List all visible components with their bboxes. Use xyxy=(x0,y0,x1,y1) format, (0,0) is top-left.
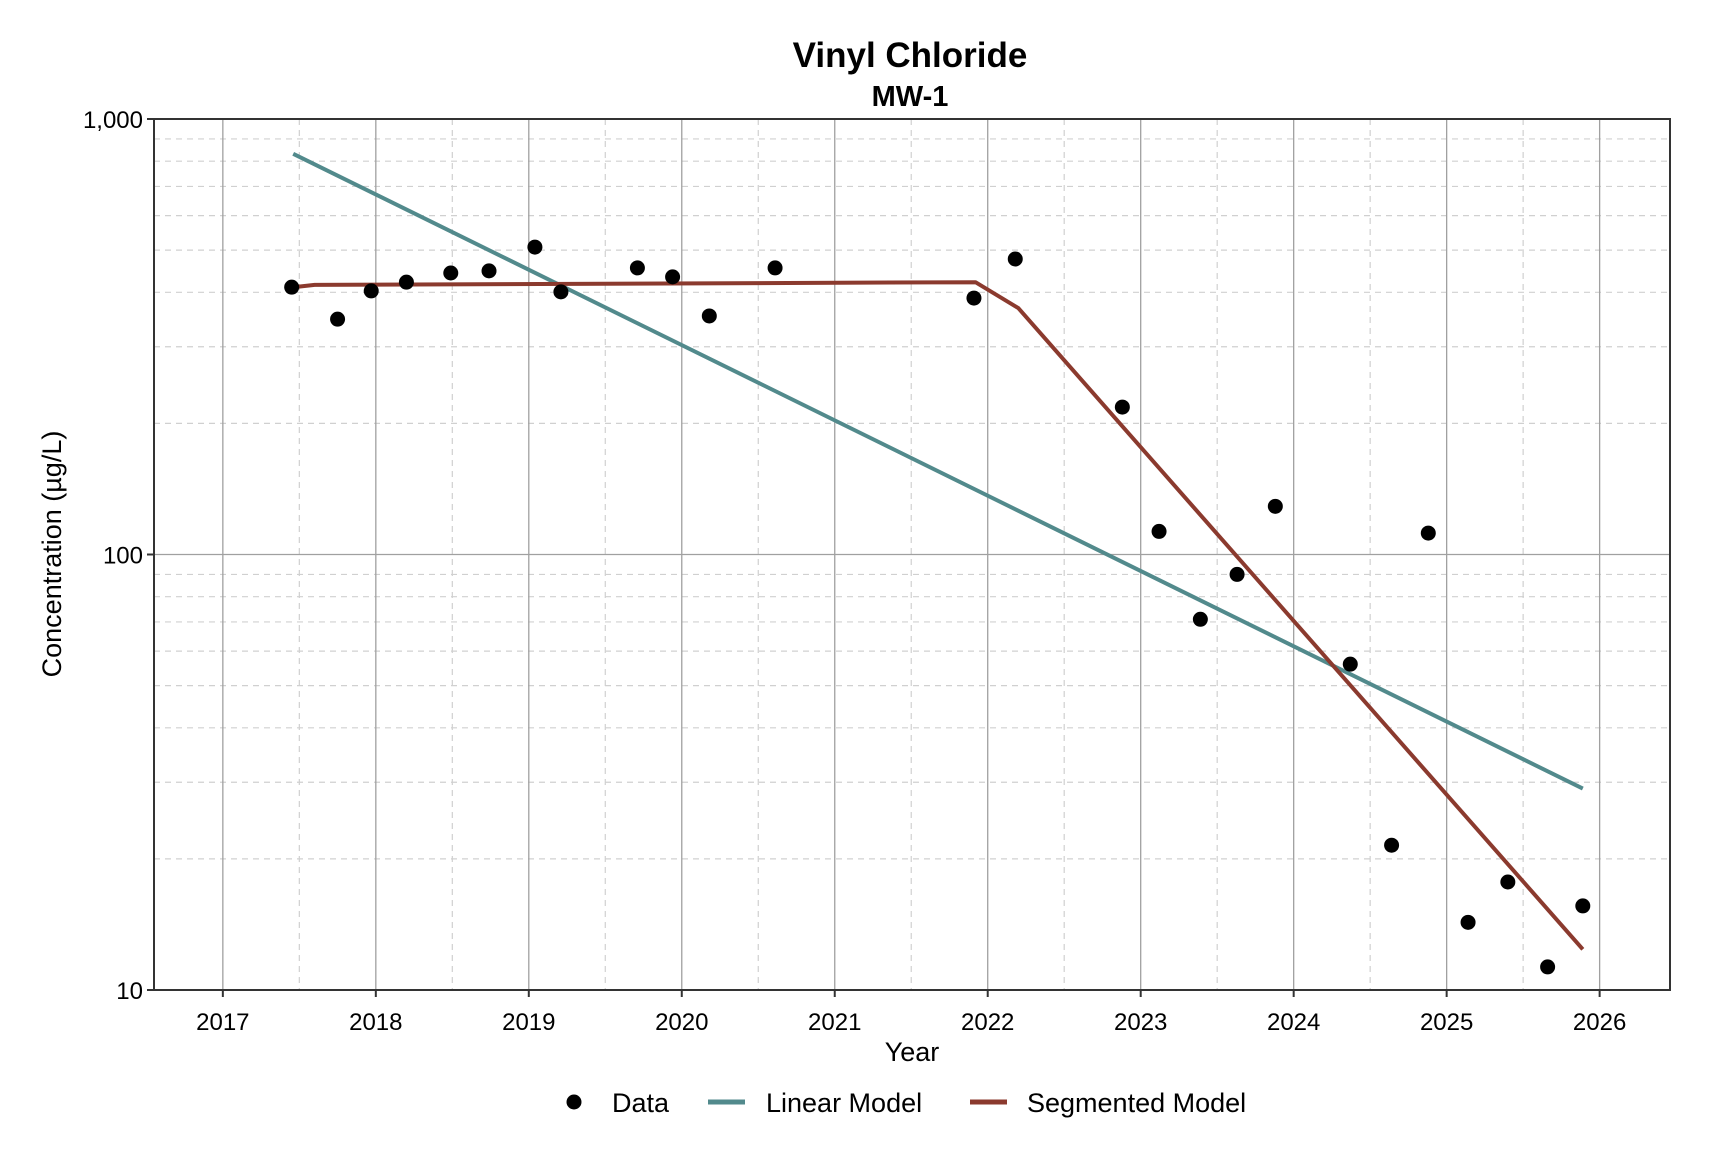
data-point xyxy=(966,290,982,306)
x-tick-label: 2019 xyxy=(502,1009,555,1036)
x-axis-title: Year xyxy=(885,1037,940,1067)
y-axis-title: Concentration (µg/L) xyxy=(37,431,67,678)
x-tick-label: 2020 xyxy=(655,1009,708,1036)
data-point xyxy=(330,311,346,327)
data-point xyxy=(527,239,543,255)
legend-label-linear-model: Linear Model xyxy=(766,1088,922,1118)
data-point xyxy=(665,269,681,285)
data-point xyxy=(1267,498,1283,514)
x-tick-label: 2018 xyxy=(349,1009,402,1036)
x-tick-label: 2023 xyxy=(1114,1009,1167,1036)
legend-data-point-icon xyxy=(566,1094,582,1110)
legend-label-segmented-model: Segmented Model xyxy=(1027,1088,1246,1118)
x-tick-label: 2025 xyxy=(1420,1009,1473,1036)
data-point xyxy=(398,274,414,290)
data-point xyxy=(1114,399,1130,415)
x-tick-label: 2021 xyxy=(808,1009,861,1036)
data-point xyxy=(443,265,459,281)
data-point xyxy=(629,260,645,276)
chart-subtitle: MW-1 xyxy=(872,81,949,113)
data-point xyxy=(481,263,497,279)
data-point xyxy=(1384,837,1400,853)
data-point xyxy=(1575,898,1591,914)
data-point xyxy=(1192,611,1208,627)
data-point xyxy=(1460,914,1476,930)
series-layer xyxy=(284,152,1591,975)
linear-model-line xyxy=(292,152,1584,791)
data-point xyxy=(1007,251,1023,267)
data-point xyxy=(1540,959,1556,975)
x-tick-label: 2022 xyxy=(961,1009,1014,1036)
axes: 2017 2018 2019 2020 2021 2022 2023 2024 2025 2026… xyxy=(83,107,1626,1036)
x-tick-label: 2026 xyxy=(1573,1009,1626,1036)
x-tick-label: 2017 xyxy=(196,1009,249,1036)
data-point xyxy=(284,279,300,295)
segmented-model-line xyxy=(292,280,1585,951)
chart-title: Vinyl Chloride xyxy=(793,36,1028,75)
legend-label-data: Data xyxy=(612,1088,670,1118)
y-tick-label: 1,000 xyxy=(83,107,143,134)
data-point xyxy=(767,260,783,276)
data-point xyxy=(1420,525,1436,541)
y-tick-label: 10 xyxy=(116,978,143,1005)
x-tick-label: 2024 xyxy=(1267,1009,1320,1036)
data-point xyxy=(553,284,569,300)
y-tick-label: 100 xyxy=(103,543,143,570)
data-point xyxy=(1342,656,1358,672)
data-point xyxy=(1229,566,1245,582)
legend: Data Linear Model Segmented Model xyxy=(566,1088,1246,1118)
data-point xyxy=(363,283,379,299)
data-point xyxy=(701,308,717,324)
data-point xyxy=(1151,523,1167,539)
data-point xyxy=(1500,874,1516,890)
